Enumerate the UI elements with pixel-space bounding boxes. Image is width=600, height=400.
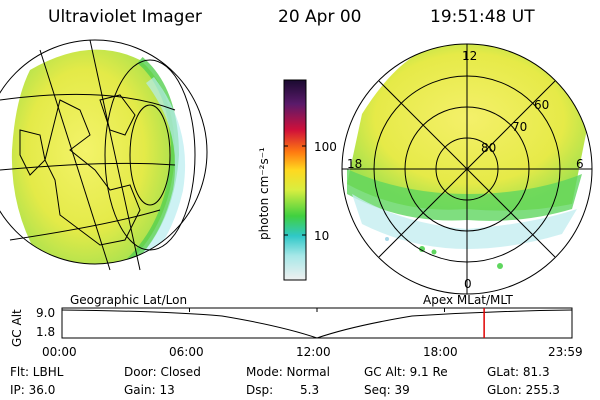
polar-label-mlt-18: 18: [347, 157, 363, 171]
time-label: 19:51:48 UT: [430, 7, 535, 27]
colorbar-tick-100: 100: [314, 140, 337, 154]
colorbar-unit-label: photon cm⁻²s⁻¹: [257, 147, 271, 240]
colorbar-tick-10: 10: [314, 229, 330, 243]
altitude-plot: [61, 307, 573, 339]
app-title: Ultraviolet Imager: [48, 7, 202, 27]
polar-label-mlt-0: 0: [464, 277, 472, 291]
info-dsp-value: 5.3: [300, 383, 320, 397]
polar-plot: [341, 43, 593, 295]
altitude-xtick-0000: 00:00: [42, 345, 77, 359]
altitude-ylabel: GC Alt: [10, 309, 24, 347]
polar-label-lat-80: 80: [481, 141, 497, 155]
info-seq: Seq: 39: [364, 383, 410, 397]
polar-label-lat-70: 70: [512, 120, 528, 134]
polar-label-mlt-12: 12: [462, 49, 478, 63]
altitude-xtick-0600: 06:00: [169, 345, 204, 359]
right-panel-label: Apex MLat/MLT: [423, 293, 513, 307]
altitude-xtick-1200: 12:00: [296, 345, 331, 359]
date-label: 20 Apr 00: [278, 7, 362, 27]
info-gain: Gain: 13: [124, 383, 175, 397]
info-door: Door: Closed: [124, 365, 201, 379]
altitude-xtick-1800: 18:00: [423, 345, 458, 359]
altitude-ytick-9: 9.0: [36, 306, 56, 320]
info-ip: IP: 36.0: [10, 383, 56, 397]
polar-label-mlt-6: 6: [576, 157, 584, 171]
info-mode: Mode: Normal: [246, 365, 330, 379]
info-gc-alt: GC Alt: 9.1 Re: [364, 365, 448, 379]
polar-label-lat-60: 60: [534, 98, 550, 112]
left-panel-label: Geographic Lat/Lon: [70, 293, 188, 307]
altitude-ytick-1-8: 1.8: [36, 325, 56, 339]
info-flt: Flt: LBHL: [10, 365, 64, 379]
altitude-xtick-2359: 23:59: [548, 345, 583, 359]
info-glat: GLat: 81.3: [487, 365, 550, 379]
info-dsp: Dsp:: [246, 383, 274, 397]
colorbar: [283, 79, 307, 281]
geographic-globe-image: [0, 39, 208, 271]
info-glon: GLon: 255.3: [487, 383, 560, 397]
